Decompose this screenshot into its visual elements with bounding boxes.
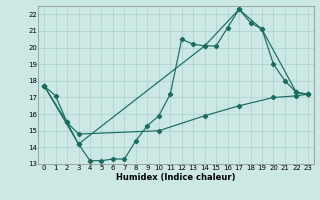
X-axis label: Humidex (Indice chaleur): Humidex (Indice chaleur) bbox=[116, 173, 236, 182]
